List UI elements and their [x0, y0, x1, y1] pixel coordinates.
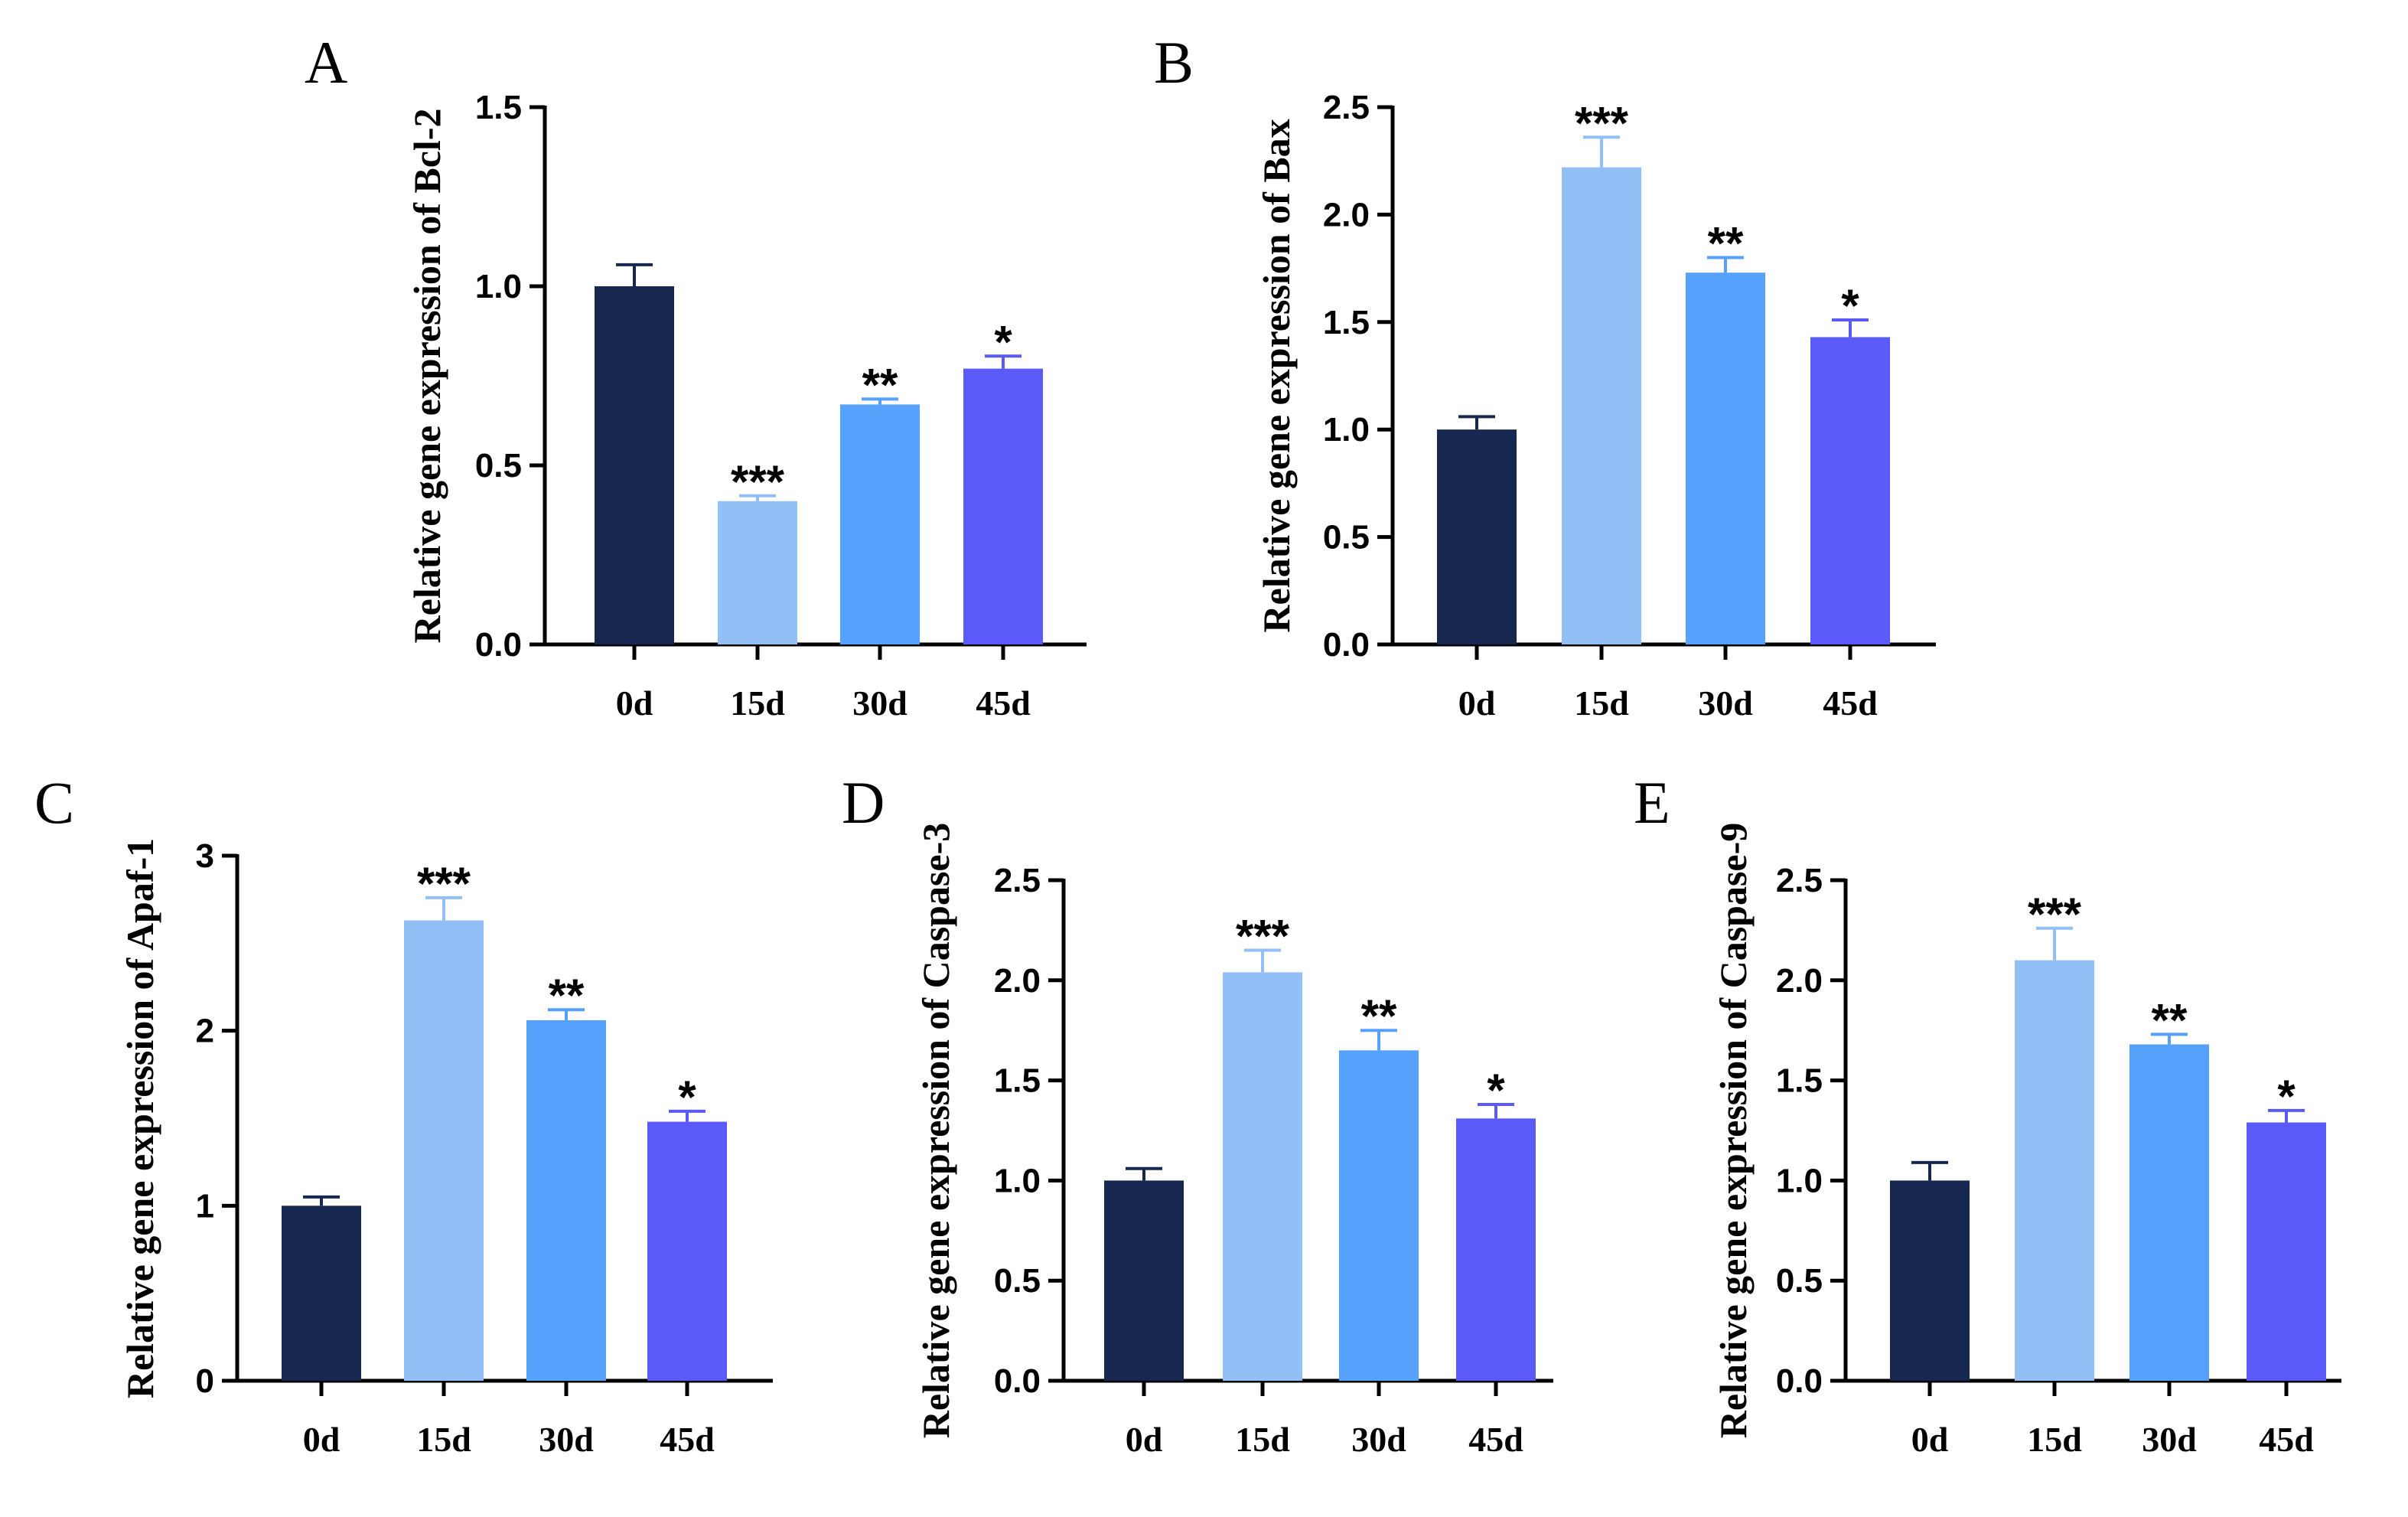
significance-e-15d: *** [2028, 889, 2082, 940]
y-tick-label-b: 1.5 [1323, 304, 1370, 341]
panel-letter-a: A [305, 29, 347, 96]
y-tick-label-e: 1.0 [1776, 1162, 1823, 1199]
y-tick-label-e: 2.0 [1776, 962, 1823, 1000]
significance-c-30d: ** [549, 970, 585, 1021]
significance-b-30d: ** [1708, 218, 1744, 269]
significance-e-30d: ** [2152, 994, 2188, 1046]
panel-letter-b: B [1154, 29, 1194, 96]
y-tick-label-e: 1.5 [1776, 1062, 1823, 1100]
y-axis-label-a: Relative gene expression of Bcl-2 [406, 109, 448, 644]
y-tick-label-e: 0.0 [1776, 1362, 1823, 1400]
y-tick-label-d: 2.5 [994, 862, 1041, 899]
x-tick-label-d-0d: 0d [1126, 1420, 1163, 1459]
panel-letter-d: D [842, 769, 885, 836]
bar-c-0d [282, 1205, 361, 1381]
bar-c-30d [526, 1019, 606, 1381]
bar-a-30d [840, 404, 920, 644]
y-tick-label-a: 0.5 [475, 447, 522, 484]
panel-letter-c: C [34, 769, 74, 836]
significance-d-15d: *** [1236, 911, 1290, 962]
y-tick-label-d: 0.0 [994, 1362, 1041, 1400]
bar-c-15d [404, 920, 484, 1381]
y-tick-label-c: 2 [196, 1013, 214, 1050]
bar-a-15d [718, 501, 797, 644]
bar-d-15d [1223, 972, 1302, 1381]
x-tick-label-d-45d: 45d [1468, 1420, 1523, 1459]
y-tick-label-c: 3 [196, 837, 214, 875]
y-tick-label-a: 0.0 [475, 626, 522, 664]
bar-b-30d [1686, 272, 1765, 644]
significance-a-30d: ** [862, 359, 898, 410]
significance-a-45d: * [994, 316, 1012, 367]
y-tick-label-d: 1.0 [994, 1162, 1041, 1199]
x-tick-label-a-45d: 45d [976, 683, 1031, 723]
y-tick-label-e: 2.5 [1776, 862, 1823, 899]
bar-c-45d [647, 1121, 727, 1381]
x-tick-label-b-15d: 15d [1574, 683, 1629, 723]
y-tick-label-b: 0.5 [1323, 519, 1370, 556]
x-tick-label-e-15d: 15d [2027, 1420, 2082, 1459]
bar-a-0d [595, 286, 674, 644]
x-tick-label-e-45d: 45d [2259, 1420, 2314, 1459]
y-tick-label-c: 0 [196, 1362, 214, 1400]
bar-d-30d [1339, 1050, 1419, 1381]
y-tick-label-d: 1.5 [994, 1062, 1041, 1100]
y-tick-label-b: 2.0 [1323, 196, 1370, 233]
bar-a-45d [963, 368, 1043, 644]
x-tick-label-b-45d: 45d [1823, 683, 1878, 723]
x-tick-label-e-30d: 30d [2142, 1420, 2197, 1459]
significance-c-15d: *** [417, 858, 471, 909]
y-tick-label-b: 0.0 [1323, 626, 1370, 664]
y-axis-label-c: Relative gene expression of Apaf-1 [119, 838, 161, 1398]
y-axis-label-e: Relative gene expression of Caspase-9 [1712, 823, 1755, 1439]
bar-e-15d [2015, 960, 2094, 1381]
bar-b-0d [1437, 429, 1517, 644]
x-tick-label-d-30d: 30d [1351, 1420, 1406, 1459]
x-tick-label-a-30d: 30d [852, 683, 907, 723]
y-tick-label-d: 2.0 [994, 962, 1041, 1000]
y-tick-label-a: 1.0 [475, 268, 522, 305]
bar-e-30d [2129, 1044, 2209, 1381]
y-axis-label-b: Relative gene expression of Bax [1255, 119, 1298, 632]
bar-e-45d [2247, 1122, 2326, 1381]
x-tick-label-b-0d: 0d [1458, 683, 1496, 723]
significance-b-15d: *** [1575, 97, 1629, 148]
significance-e-45d: * [2277, 1071, 2296, 1122]
x-tick-label-e-0d: 0d [1911, 1420, 1949, 1459]
x-tick-label-b-30d: 30d [1698, 683, 1753, 723]
significance-a-15d: *** [731, 456, 785, 507]
y-tick-label-a: 1.5 [475, 89, 522, 126]
x-tick-label-c-0d: 0d [303, 1420, 341, 1459]
bar-d-45d [1456, 1118, 1536, 1381]
x-tick-label-c-30d: 30d [539, 1420, 594, 1459]
panel-e: E Relative gene expression of Caspase-9 0.… [1634, 769, 2341, 1459]
y-tick-label-b: 1.0 [1323, 411, 1370, 449]
y-tick-label-e: 0.5 [1776, 1262, 1823, 1300]
significance-c-45d: * [678, 1072, 696, 1123]
panel-a: A Relative gene expression of Bcl-2 0.0 0.5… [305, 29, 1087, 723]
bar-b-15d [1562, 167, 1641, 644]
significance-d-30d: ** [1361, 990, 1397, 1042]
significance-b-45d: * [1841, 280, 1859, 331]
x-tick-label-d-15d: 15d [1235, 1420, 1290, 1459]
bar-e-0d [1890, 1180, 1970, 1381]
panel-letter-e: E [1634, 769, 1670, 836]
y-axis-label-d: Relative gene expression of Caspase-3 [914, 823, 957, 1439]
y-tick-label-d: 0.5 [994, 1262, 1041, 1300]
bar-d-0d [1104, 1180, 1184, 1381]
y-tick-label-c: 1 [196, 1187, 214, 1225]
x-tick-label-c-15d: 15d [416, 1420, 471, 1459]
x-tick-label-c-45d: 45d [660, 1420, 715, 1459]
bar-b-45d [1810, 337, 1890, 644]
y-tick-label-b: 2.5 [1323, 89, 1370, 126]
panel-b: B Relative gene expression of Bax 0.0 0.5 1.… [1154, 29, 1936, 723]
x-tick-label-a-0d: 0d [616, 683, 653, 723]
x-tick-label-a-15d: 15d [730, 683, 785, 723]
significance-d-45d: * [1487, 1065, 1505, 1116]
panel-d: D Relative gene expression of Caspase-3 0.… [842, 769, 1553, 1459]
